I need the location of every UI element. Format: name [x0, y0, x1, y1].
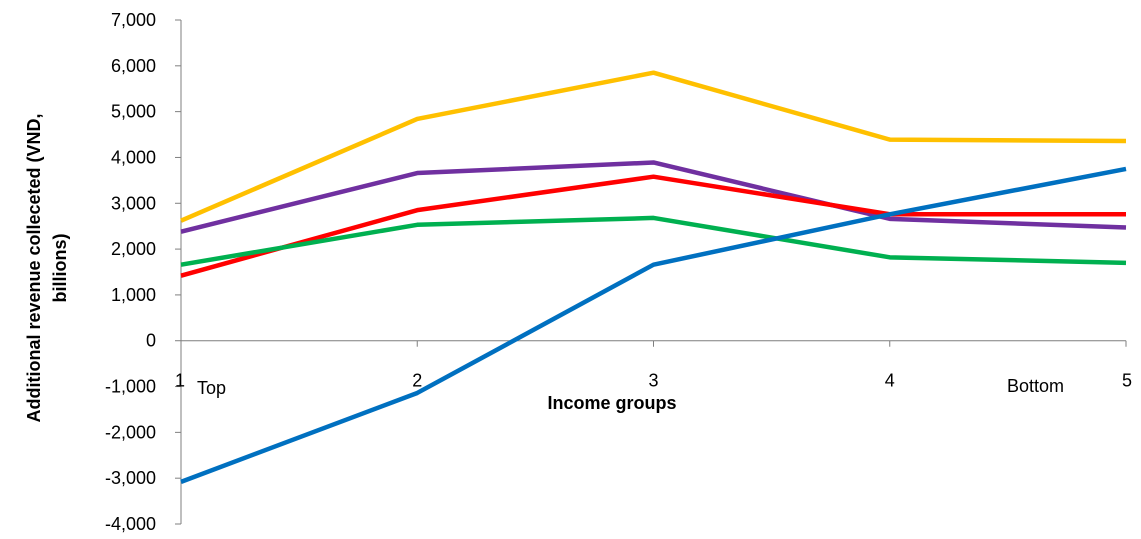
x-axis-title: Income groups: [547, 393, 676, 413]
y-tick-label: 4,000: [111, 147, 156, 167]
y-tick-label: -2,000: [105, 422, 156, 442]
annotation-top: Top: [197, 378, 226, 398]
y-axis-title-line-2: billions): [50, 234, 70, 303]
y-tick-label: -4,000: [105, 514, 156, 534]
x-tick-label: 4: [885, 371, 895, 391]
y-axis: -4,000 -3,000 -2,000 -1,000 0 1,000 2,000 3,000…: [105, 10, 182, 534]
y-tick-label: 3,000: [111, 193, 156, 213]
series-line-4: [180, 215, 1127, 267]
y-tick-label: 6,000: [111, 56, 156, 76]
series-layer: [180, 70, 1127, 484]
x-tick-label: 3: [648, 371, 658, 391]
y-tick-label: -1,000: [105, 377, 156, 397]
annotation-bottom: Bottom: [1007, 376, 1064, 396]
y-tick-label: 1,000: [111, 285, 156, 305]
x-tick-label: 2: [412, 371, 422, 391]
y-tick-label: -3,000: [105, 468, 156, 488]
y-tick-label: 7,000: [111, 10, 156, 30]
y-tick-label: 0: [146, 331, 156, 351]
y-axis-title-line-1: Additional revenue colleceted (VND,: [24, 113, 44, 422]
x-tick-label: 1: [175, 371, 185, 391]
y-axis-title: Additional revenue colleceted (VND, bill…: [24, 113, 70, 422]
y-tick-label: 2,000: [111, 239, 156, 259]
x-tick-label: 5: [1122, 371, 1132, 391]
y-tick-label: 5,000: [111, 102, 156, 122]
x-axis: 1 2 3 4 5: [175, 340, 1132, 391]
